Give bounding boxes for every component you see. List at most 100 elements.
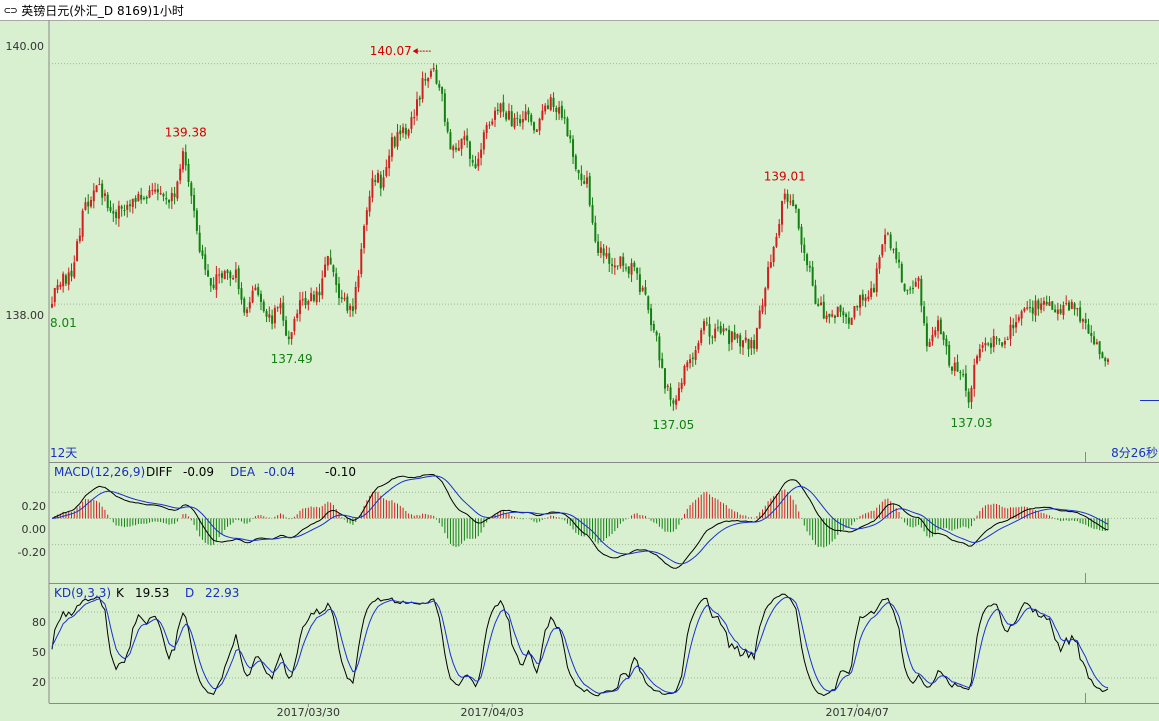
candle-up <box>700 330 703 343</box>
candle-up <box>878 256 881 269</box>
candle-down <box>636 268 639 274</box>
candle-up <box>1006 338 1009 340</box>
candle-down <box>923 306 926 324</box>
candle-down <box>583 181 586 184</box>
candle-up <box>1076 308 1079 310</box>
candle-down <box>443 93 446 122</box>
candle-up <box>886 233 889 235</box>
candle-down <box>399 130 402 135</box>
candle-up <box>917 277 920 282</box>
candle-up <box>730 331 733 343</box>
candle-down <box>1087 324 1090 334</box>
candle-down <box>265 311 268 317</box>
candle-down <box>468 141 471 159</box>
candle-up <box>215 274 218 290</box>
candle-up <box>181 151 184 170</box>
candle-down <box>285 320 288 336</box>
candle-down <box>435 69 438 84</box>
candle-down <box>945 338 948 347</box>
candle-down <box>496 109 499 111</box>
candle-up <box>825 315 828 319</box>
candle-down <box>803 244 806 253</box>
candle-up <box>524 111 527 121</box>
candle-up <box>605 253 608 257</box>
candle-down <box>1051 301 1054 310</box>
candle-down <box>652 323 655 331</box>
candle-down <box>987 343 990 345</box>
candle-up <box>694 350 697 360</box>
candle-down <box>115 212 118 219</box>
candle-up <box>934 330 937 336</box>
candle-down <box>842 311 845 316</box>
candle-down <box>329 257 332 265</box>
candle-down <box>786 193 789 202</box>
candle-down <box>226 270 229 274</box>
candle-up <box>953 362 956 371</box>
candle-down <box>1079 307 1082 322</box>
candle-down <box>424 79 427 81</box>
candle-down <box>560 105 563 118</box>
candle-up <box>407 129 410 136</box>
candle-down <box>187 163 190 182</box>
candle-down <box>140 194 143 200</box>
macd-indicator-name[interactable]: MACD(12,26,9) <box>54 465 145 479</box>
candle-down <box>165 198 168 200</box>
candle-down <box>845 314 848 318</box>
candle-up <box>535 129 538 133</box>
candle-down <box>833 315 836 318</box>
candle-down <box>563 117 566 119</box>
candle-up <box>480 149 483 158</box>
candle-up <box>148 190 151 198</box>
candle-down <box>1031 307 1034 314</box>
indicator-lines <box>51 474 1109 697</box>
candle-down <box>959 372 962 374</box>
candle-up <box>750 339 753 349</box>
candle-up <box>98 184 101 186</box>
candle-up <box>507 110 510 120</box>
candle-up <box>360 249 363 275</box>
candle-up <box>1026 307 1029 309</box>
macd-diff-value: -0.09 <box>183 465 214 479</box>
candle-up <box>1042 301 1045 305</box>
candle-down <box>658 336 661 361</box>
candle-up <box>836 306 839 317</box>
candle-up <box>413 116 416 119</box>
candle-up <box>365 210 368 225</box>
candle-up <box>131 198 134 208</box>
candle-down <box>129 204 132 206</box>
candle-down <box>64 275 67 284</box>
candle-down <box>510 111 513 127</box>
candle-up <box>268 314 271 318</box>
candle-up <box>619 256 622 267</box>
candle-up <box>1107 359 1109 362</box>
candle-up <box>741 340 744 348</box>
candle-down <box>903 283 906 291</box>
candle-up <box>772 246 775 263</box>
candle-down <box>964 373 967 391</box>
candle-down <box>608 253 611 264</box>
candle-down <box>817 303 820 307</box>
candle-down <box>856 305 859 308</box>
kd-k-value: 19.53 <box>135 586 169 600</box>
candle-down <box>1098 341 1101 355</box>
candle-down <box>332 265 335 273</box>
candle-down <box>112 211 115 214</box>
candle-down <box>156 189 159 193</box>
candle-down <box>318 292 321 296</box>
date-label-0407: 2017/04/07 <box>826 706 889 719</box>
link-icon[interactable]: ⊂⊃ <box>4 3 18 17</box>
candle-down <box>220 273 223 278</box>
high-arrow-head <box>412 48 418 55</box>
candle-up <box>870 288 873 297</box>
candle-up <box>789 201 792 203</box>
kd-indicator-name[interactable]: KD(9,3,3) <box>54 586 111 600</box>
candle-down <box>474 163 477 168</box>
candle-up <box>296 313 299 318</box>
candle-up <box>251 290 254 303</box>
timeframe-days-label: 12天 <box>50 446 77 460</box>
candle-up <box>1040 303 1043 310</box>
candle-down <box>207 270 210 277</box>
candle-down <box>379 174 382 189</box>
candle-down <box>942 332 945 340</box>
